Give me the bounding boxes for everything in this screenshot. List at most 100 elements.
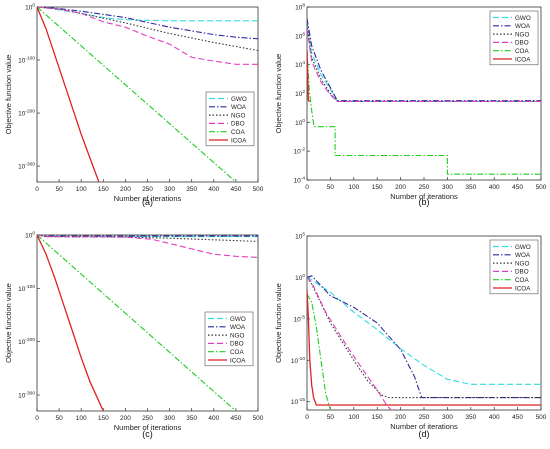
x-tick-label: 300 — [442, 184, 453, 191]
legend-label-coa: COA — [515, 277, 529, 284]
legend-box — [205, 91, 255, 147]
y-tick-label: 100 — [25, 231, 35, 240]
y-tick-label: 10-4 — [294, 176, 306, 185]
chart-panel-b: 0 50 100 150 200 250 300 350 400 450 500 108 106 104 1… — [274, 3, 547, 208]
x-tick-label: 200 — [395, 414, 406, 421]
panel-caption: (a) — [142, 197, 153, 207]
x-tick-label: 50 — [55, 415, 63, 422]
y-tick-label: 102 — [295, 89, 305, 98]
y-tick-label: 104 — [295, 60, 305, 69]
series-line-icoa — [37, 7, 100, 182]
series-line-woa — [307, 275, 541, 399]
chart-panel-a: 0 50 100 150 200 250 300 350 400 450 500 100 10-100 1… — [4, 3, 264, 208]
x-tick-label: 0 — [35, 415, 39, 422]
legend-label-woa: WOA — [515, 252, 531, 259]
panel-caption: (c) — [142, 429, 153, 439]
y-tick-label: 10-2 — [294, 147, 306, 156]
x-tick-label: 200 — [120, 186, 131, 193]
y-tick-label: 10-100 — [18, 284, 35, 293]
x-axis-label: Number of iterations — [114, 194, 182, 203]
legend-label-icoa: ICOA — [515, 285, 531, 292]
x-tick-label: 0 — [305, 414, 309, 421]
chart-panel-d: 0 50 100 150 200 250 300 350 400 450 500 105 100 10-5… — [274, 232, 547, 440]
series-group — [37, 7, 258, 182]
y-tick-label: 10-200 — [18, 337, 35, 346]
series-line-ngo — [37, 235, 258, 242]
x-tick-label: 400 — [208, 415, 219, 422]
series-line-icoa — [307, 289, 541, 406]
series-line-dbo — [307, 28, 541, 102]
series-line-ngo — [307, 277, 541, 399]
y-tick-label: 10-10 — [291, 356, 305, 365]
legend-label-coa: COA — [230, 349, 244, 356]
x-axis-label: Number of iterations — [114, 423, 182, 432]
y-axis-label: Objective function value — [4, 283, 13, 363]
series-line-dbo — [37, 7, 258, 65]
panel-caption: (b) — [419, 197, 430, 207]
x-tick-label: 300 — [442, 414, 453, 421]
x-tick-label: 500 — [536, 414, 547, 421]
series-group — [307, 275, 541, 410]
series-line-dbo — [307, 277, 392, 410]
y-tick-label: 10-300 — [18, 391, 35, 400]
x-tick-label: 100 — [348, 414, 359, 421]
legend-label-ngo: NGO — [515, 260, 529, 267]
legend-box — [489, 10, 539, 66]
y-tick-label: 106 — [295, 31, 305, 40]
x-tick-label: 500 — [253, 415, 264, 422]
x-tick-label: 100 — [348, 184, 359, 191]
y-axis-label: Objective function value — [4, 55, 13, 135]
y-tick-label: 10-200 — [18, 109, 35, 118]
series-line-woa — [37, 7, 258, 40]
legend-box — [489, 239, 539, 295]
x-tick-label: 350 — [186, 186, 197, 193]
x-tick-label: 50 — [327, 184, 335, 191]
series-line-gwo — [37, 7, 258, 22]
series-group — [307, 18, 541, 175]
series-group — [37, 235, 258, 411]
x-tick-label: 400 — [489, 414, 500, 421]
chart-panel-c: 0 50 100 150 200 250 300 350 400 450 500 100 10-100 1… — [4, 231, 264, 440]
x-tick-label: 200 — [120, 415, 131, 422]
x-tick-label: 300 — [164, 186, 175, 193]
legend-label-gwo: GWO — [515, 15, 531, 22]
x-tick-label: 350 — [465, 184, 476, 191]
x-tick-label: 400 — [489, 184, 500, 191]
x-tick-label: 250 — [419, 184, 430, 191]
legend-label-gwo: GWO — [230, 316, 246, 323]
series-line-woa — [307, 18, 541, 102]
x-tick-label: 250 — [419, 414, 430, 421]
legend-label-ngo: NGO — [515, 31, 529, 38]
series-line-icoa — [307, 50, 311, 102]
y-axis-label: Objective function value — [274, 54, 283, 134]
x-tick-label: 0 — [35, 186, 39, 193]
x-tick-label: 500 — [253, 186, 264, 193]
x-tick-label: 250 — [142, 415, 153, 422]
legend-label-icoa: ICOA — [230, 357, 246, 364]
x-tick-label: 450 — [512, 184, 523, 191]
series-line-icoa — [37, 235, 104, 411]
x-tick-label: 150 — [372, 414, 383, 421]
y-tick-label: 108 — [295, 3, 305, 12]
legend-label-woa: WOA — [515, 23, 531, 30]
x-tick-label: 300 — [164, 415, 175, 422]
y-tick-label: 100 — [295, 273, 305, 282]
legend-box — [204, 311, 254, 367]
x-tick-label: 150 — [372, 184, 383, 191]
y-tick-label: 10-15 — [291, 397, 305, 406]
y-tick-label: 100 — [25, 3, 35, 12]
y-tick-label: 10-100 — [18, 56, 35, 65]
legend-label-gwo: GWO — [231, 96, 247, 103]
legend-label-coa: COA — [515, 48, 529, 55]
legend-label-icoa: ICOA — [515, 56, 531, 63]
x-tick-label: 50 — [55, 186, 63, 193]
panel-caption: (d) — [419, 429, 430, 439]
legend-label-dbo: DBO — [230, 341, 244, 348]
legend-label-coa: COA — [231, 129, 245, 136]
legend-label-woa: WOA — [231, 104, 247, 111]
x-tick-label: 500 — [536, 184, 547, 191]
